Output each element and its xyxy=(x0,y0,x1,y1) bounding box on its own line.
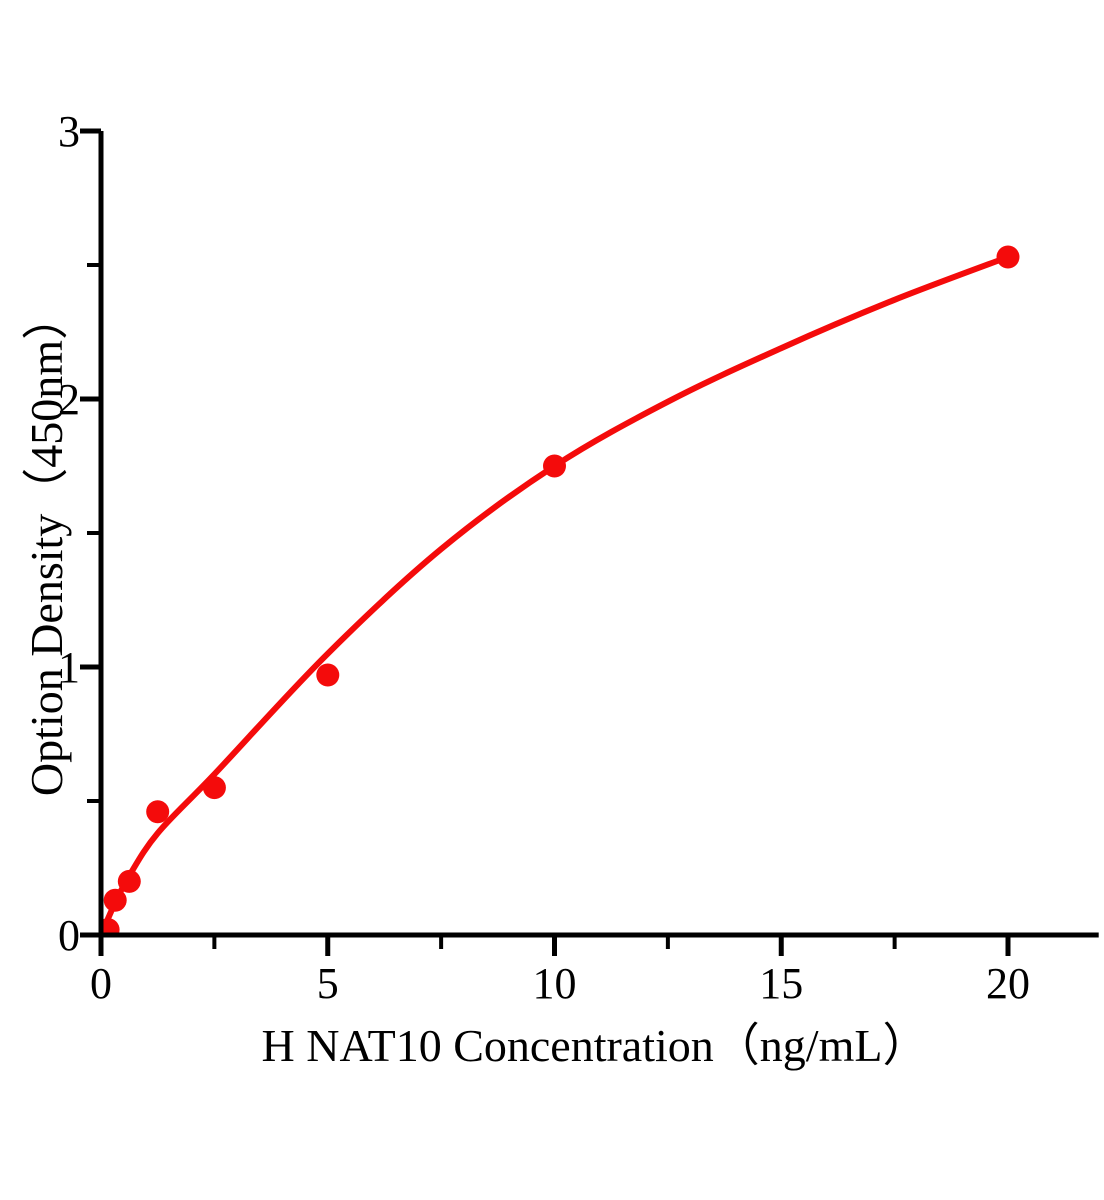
axis-layer xyxy=(80,128,1099,956)
x-axis-title: H NAT10 Concentration（ng/mL） xyxy=(262,1020,929,1071)
data-point xyxy=(101,918,120,935)
data-point xyxy=(117,869,141,893)
y-tick-label: 2 xyxy=(58,375,80,424)
x-tick-label: 10 xyxy=(533,959,577,1008)
y-tick-label: 0 xyxy=(58,911,80,960)
fit-curve xyxy=(101,254,1011,935)
data-point xyxy=(543,454,566,478)
data-point xyxy=(103,888,127,912)
x-tick-label: 15 xyxy=(759,959,803,1008)
x-tick-label: 0 xyxy=(90,959,112,1008)
data-point xyxy=(202,776,226,800)
y-axis-title: Option Density（450nm） xyxy=(21,294,72,796)
data-layer xyxy=(101,245,1020,935)
data-point xyxy=(316,663,340,687)
x-tick-label: 5 xyxy=(317,959,339,1008)
tick-label-layer: 0 5 10 15 20 0 1 2 3 xyxy=(58,107,1030,1008)
x-tick-label: 20 xyxy=(986,959,1030,1008)
data-point xyxy=(146,800,170,824)
data-point xyxy=(996,245,1020,269)
y-tick-label: 3 xyxy=(58,107,80,156)
y-tick-label: 1 xyxy=(58,643,80,692)
